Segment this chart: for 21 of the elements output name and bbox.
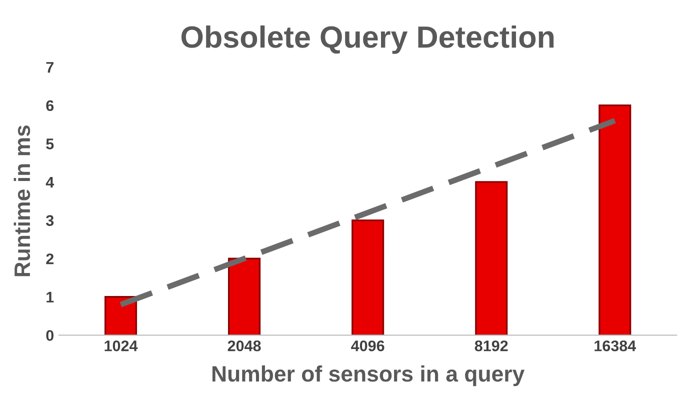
y-tick-label: 1 [46, 292, 54, 302]
y-tick-label: 2 [46, 253, 54, 264]
y-tick-label: 0 [46, 330, 54, 341]
bar [104, 296, 138, 336]
x-tick-label: 2048 [228, 340, 261, 352]
x-tick-label: 8192 [474, 340, 508, 352]
x-tick-label: 4096 [351, 340, 384, 352]
y-tick-label: 5 [46, 138, 54, 150]
x-tick-label: 16384 [594, 340, 636, 352]
y-axis-title: Runtime in ms [14, 125, 30, 276]
x-tick-label: 1024 [104, 340, 138, 352]
y-tick-label: 7 [46, 62, 54, 73]
y-tick-label: 6 [46, 100, 54, 112]
y-tick-label: 3 [46, 215, 54, 226]
bar [598, 104, 632, 336]
bar [475, 181, 508, 336]
bar [228, 258, 261, 336]
chart-title: Obsolete Query Detection [181, 25, 554, 54]
x-axis-title: Number of sensors in a query [212, 365, 525, 386]
y-tick-label: 4 [46, 176, 54, 188]
bar [352, 219, 384, 336]
